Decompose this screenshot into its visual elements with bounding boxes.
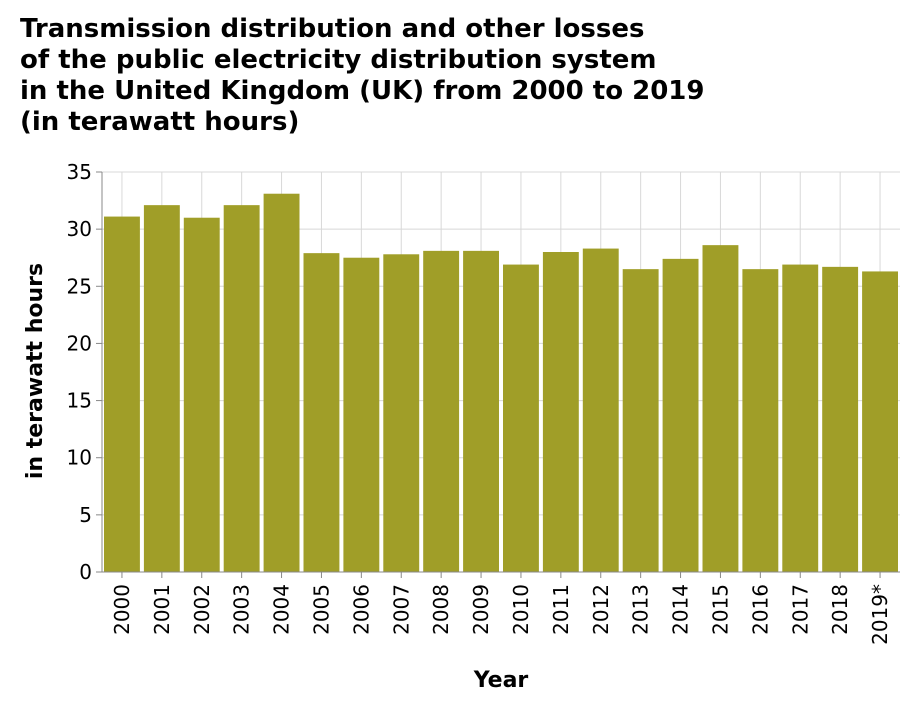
x-tick-label: 2013 [629,584,653,635]
bar-2006 [343,257,380,572]
y-tick-label: 30 [67,217,92,241]
chart-title: Transmission distribution and other loss… [20,14,900,138]
x-tick-label: 2014 [669,584,693,635]
x-tick-label: 2006 [349,584,373,635]
bar-2007 [383,254,420,573]
y-tick-label: 20 [67,331,92,355]
x-tick-label: 2004 [270,584,294,635]
axes [101,172,900,573]
y-tick-label: 25 [67,274,92,298]
bar-2004 [263,193,300,572]
bar-2001 [143,205,180,572]
bar-2011 [542,252,579,572]
bar-2002 [183,217,220,572]
x-tick-label: 2002 [190,584,214,635]
x-axis-ticks: 2000 2001 2002 2003 2004 2005 2006 2007 2008 2009… [110,572,892,645]
x-tick-label: 2019* [868,584,892,645]
bar-2010 [503,264,539,572]
bar-2009 [463,250,499,572]
bar-2016 [742,269,779,572]
y-axis-ticks: 0 5 10 15 20 25 30 35 [67,160,102,584]
x-tick-label: 2007 [389,584,413,635]
y-tick-label: 0 [79,560,92,584]
x-tick-label: 2018 [828,584,852,635]
x-tick-label: 2008 [429,584,453,635]
chart-title-line: (in terawatt hours) [20,107,300,137]
x-tick-label: 2012 [589,584,613,635]
x-tick-label: 2003 [230,584,254,635]
x-tick-label: 2009 [469,584,493,635]
x-tick-label: 2000 [110,584,134,635]
bar-2018 [822,266,859,572]
bar-2008 [423,250,460,572]
y-axis-title: in terawatt hours [23,263,48,479]
x-tick-label: 2016 [748,584,772,635]
bar-2000 [104,216,140,573]
y-tick-label: 10 [67,446,92,470]
x-tick-label: 2017 [788,584,812,635]
y-tick-label: 35 [67,160,92,184]
bar-2005 [303,253,340,572]
x-tick-label: 2015 [708,584,732,635]
chart-title-line: of the public electricity distribution s… [20,45,657,75]
bar-2015 [702,245,739,572]
x-tick-label: 2001 [150,584,174,635]
x-axis-title: Year [473,668,529,693]
bar-2003 [223,205,260,572]
bar-2014 [662,258,699,572]
bar-2019* [862,271,898,572]
y-tick-label: 15 [67,389,92,413]
bar-2013 [622,269,659,572]
bars [104,193,898,573]
x-tick-label: 2010 [509,584,533,635]
x-tick-label: 2011 [549,584,573,635]
chart-title-line: in the United Kingdom (UK) from 2000 to … [20,76,705,106]
y-tick-label: 5 [79,503,92,527]
x-tick-label: 2005 [309,584,333,635]
chart-title-line: Transmission distribution and other loss… [20,14,645,44]
bar-2017 [782,264,819,572]
bar-2012 [582,248,619,573]
gridlines [102,171,900,573]
